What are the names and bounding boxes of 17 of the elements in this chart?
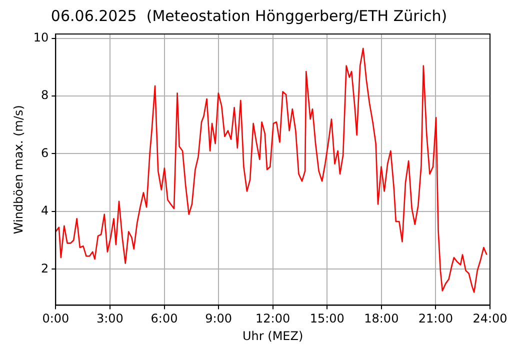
x-tick-label: 21:00 [418, 312, 454, 326]
x-tick-label: 6:00 [150, 312, 178, 326]
x-tick-label: 3:00 [96, 312, 124, 326]
y-tick-label: 8 [41, 88, 49, 102]
x-tick-label: 15:00 [310, 312, 344, 326]
x-tick-label: 12:00 [256, 312, 290, 326]
x-tick-label: 9:00 [205, 312, 232, 326]
y-tick-label: 2 [41, 261, 49, 276]
y-tick-label: 10 [33, 30, 49, 44]
x-tick-label: 24:00 [472, 312, 508, 326]
x-tick-label: 0:00 [42, 312, 70, 326]
y-tick-label: 6 [41, 146, 49, 160]
x-tick-label: 18:00 [364, 312, 399, 326]
y-axis-title: Windböen max. (m/s) [11, 105, 26, 234]
x-axis-title: Uhr (MEZ) [242, 328, 304, 343]
y-tick-label: 4 [41, 204, 49, 218]
chart-title: 06.06.2025 (Meteostation Hönggerberg/ETH Zürich) [50, 6, 448, 25]
